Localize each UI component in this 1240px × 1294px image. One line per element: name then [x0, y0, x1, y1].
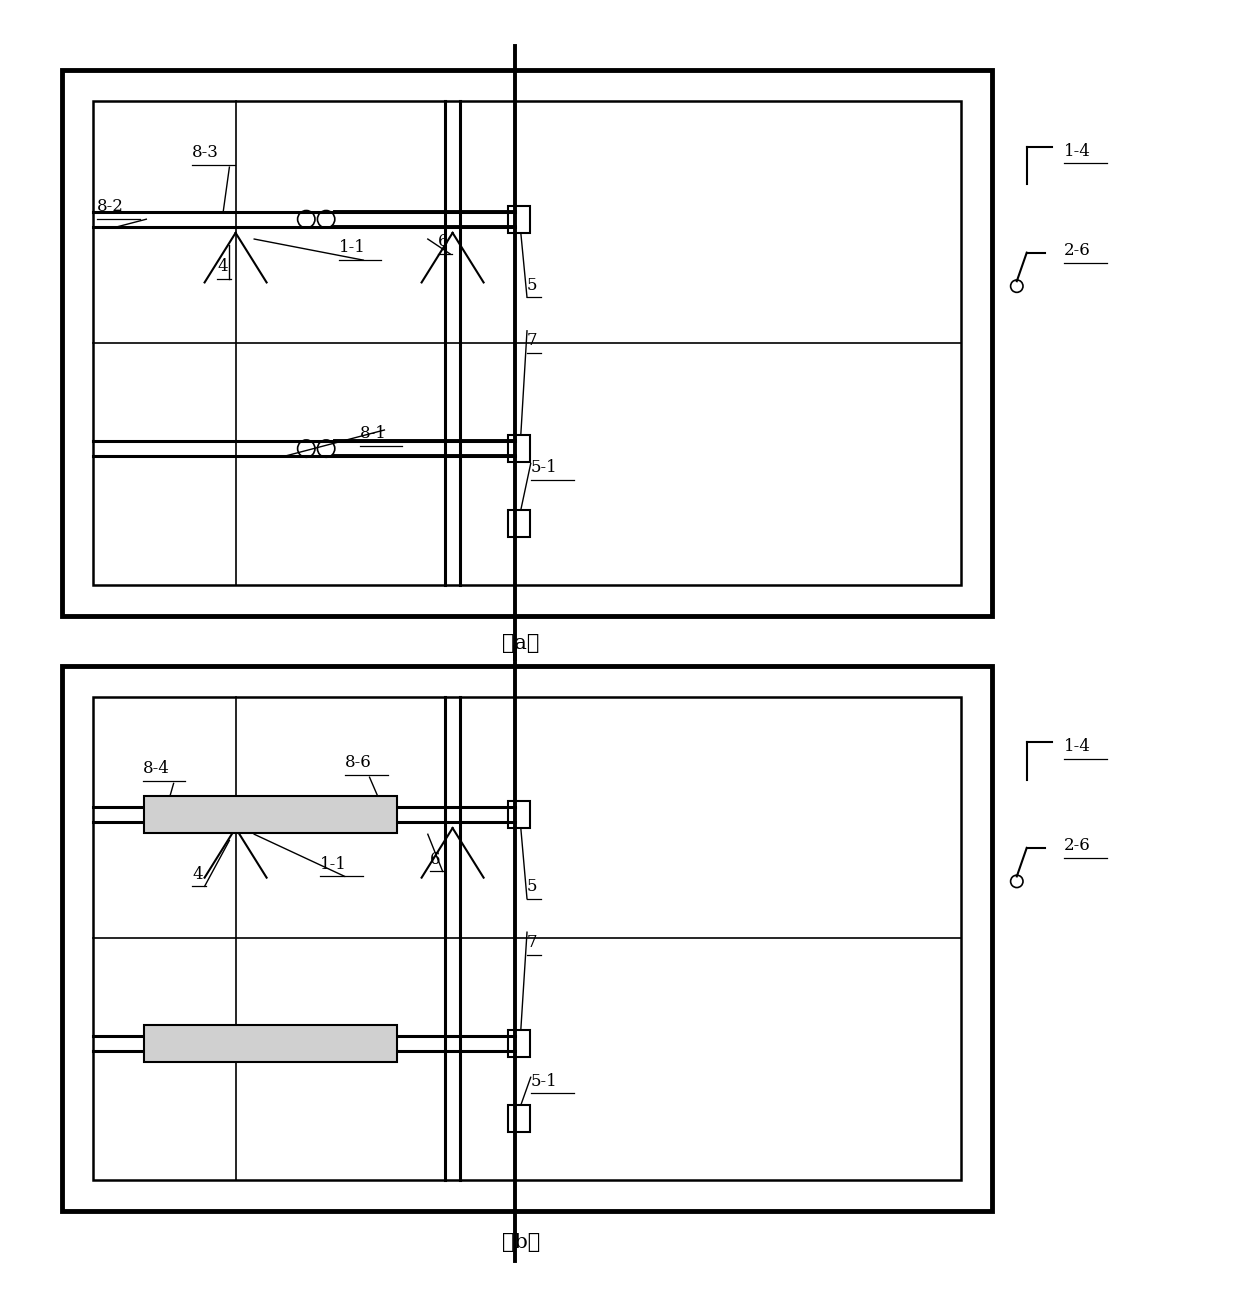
- Bar: [93, 101, 961, 585]
- Text: 5: 5: [527, 879, 537, 895]
- Text: 1-4: 1-4: [1064, 738, 1091, 754]
- Text: 1-4: 1-4: [1064, 142, 1091, 159]
- Bar: [62, 665, 992, 1211]
- Text: 5-1: 5-1: [531, 459, 558, 476]
- Text: 2-6: 2-6: [1064, 837, 1091, 854]
- Text: 5: 5: [527, 277, 537, 294]
- Bar: [508, 1030, 531, 1057]
- Text: 8-1: 8-1: [360, 426, 387, 443]
- Text: 1-1: 1-1: [339, 239, 366, 256]
- Bar: [144, 1025, 397, 1062]
- Bar: [62, 70, 992, 616]
- Text: 7: 7: [527, 934, 538, 951]
- Bar: [508, 1105, 531, 1132]
- Text: 8-2: 8-2: [97, 198, 124, 216]
- Text: 1-1: 1-1: [320, 855, 347, 872]
- Text: （a）: （a）: [502, 634, 539, 653]
- Bar: [144, 796, 397, 833]
- Text: 8-3: 8-3: [192, 144, 219, 160]
- Text: 5-1: 5-1: [531, 1073, 558, 1090]
- Bar: [508, 206, 531, 233]
- Bar: [508, 801, 531, 828]
- Text: 8-6: 8-6: [345, 754, 372, 771]
- Text: （b）: （b）: [502, 1233, 539, 1253]
- Text: 7: 7: [527, 333, 538, 349]
- Text: 8-4: 8-4: [143, 760, 170, 778]
- Bar: [508, 510, 531, 537]
- Text: 8-5: 8-5: [316, 1039, 343, 1056]
- Text: 4: 4: [217, 258, 228, 276]
- Text: 4: 4: [192, 866, 203, 883]
- Text: 6: 6: [430, 850, 440, 868]
- Text: 6: 6: [438, 233, 448, 250]
- Text: 2-6: 2-6: [1064, 242, 1091, 259]
- Bar: [508, 435, 531, 462]
- Bar: [93, 696, 961, 1180]
